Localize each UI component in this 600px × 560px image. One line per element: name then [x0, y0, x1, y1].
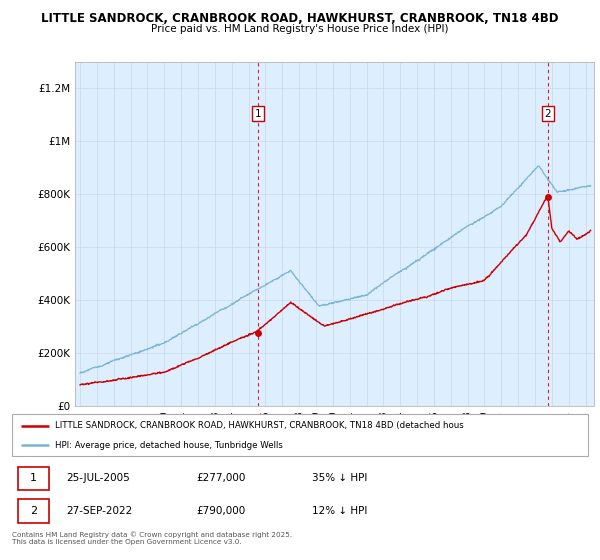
- Text: 1: 1: [30, 473, 37, 483]
- Text: 25-JUL-2005: 25-JUL-2005: [67, 473, 130, 483]
- Text: 2: 2: [30, 506, 37, 516]
- FancyBboxPatch shape: [18, 499, 49, 522]
- Text: 1: 1: [255, 109, 262, 119]
- Text: 2: 2: [544, 109, 551, 119]
- Text: £790,000: £790,000: [196, 506, 245, 516]
- Text: HPI: Average price, detached house, Tunbridge Wells: HPI: Average price, detached house, Tunb…: [55, 441, 283, 450]
- Text: 27-SEP-2022: 27-SEP-2022: [67, 506, 133, 516]
- Text: LITTLE SANDROCK, CRANBROOK ROAD, HAWKHURST, CRANBROOK, TN18 4BD: LITTLE SANDROCK, CRANBROOK ROAD, HAWKHUR…: [41, 12, 559, 25]
- Text: £277,000: £277,000: [196, 473, 245, 483]
- Text: LITTLE SANDROCK, CRANBROOK ROAD, HAWKHURST, CRANBROOK, TN18 4BD (detached hous: LITTLE SANDROCK, CRANBROOK ROAD, HAWKHUR…: [55, 421, 464, 430]
- Text: 12% ↓ HPI: 12% ↓ HPI: [311, 506, 367, 516]
- Text: Price paid vs. HM Land Registry's House Price Index (HPI): Price paid vs. HM Land Registry's House …: [151, 24, 449, 34]
- FancyBboxPatch shape: [18, 466, 49, 491]
- Text: Contains HM Land Registry data © Crown copyright and database right 2025.
This d: Contains HM Land Registry data © Crown c…: [12, 531, 292, 544]
- Text: 35% ↓ HPI: 35% ↓ HPI: [311, 473, 367, 483]
